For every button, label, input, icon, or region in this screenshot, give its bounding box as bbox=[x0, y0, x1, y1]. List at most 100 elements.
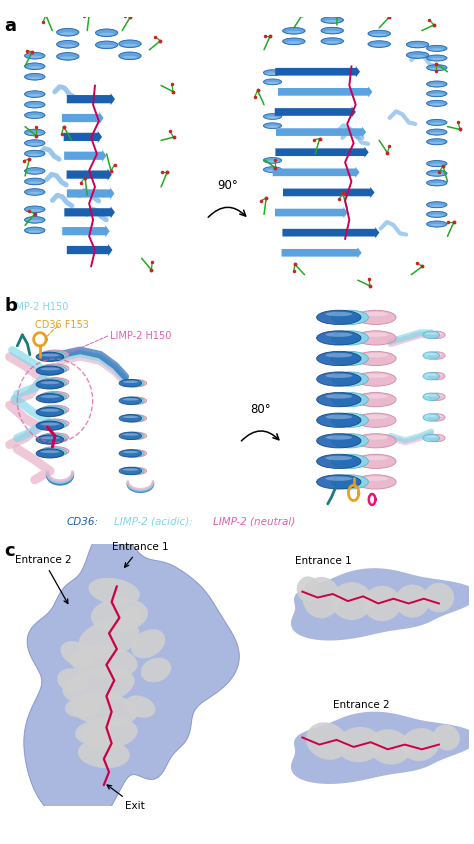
Ellipse shape bbox=[25, 189, 45, 195]
Ellipse shape bbox=[41, 350, 69, 360]
Ellipse shape bbox=[128, 451, 143, 453]
FancyArrow shape bbox=[276, 127, 366, 138]
Ellipse shape bbox=[125, 468, 141, 471]
Ellipse shape bbox=[39, 434, 66, 443]
Ellipse shape bbox=[264, 79, 282, 84]
Ellipse shape bbox=[423, 372, 439, 380]
Ellipse shape bbox=[43, 353, 62, 355]
Ellipse shape bbox=[28, 66, 42, 68]
Ellipse shape bbox=[337, 727, 382, 762]
Ellipse shape bbox=[321, 27, 344, 34]
Ellipse shape bbox=[320, 37, 344, 45]
Ellipse shape bbox=[39, 379, 66, 388]
Ellipse shape bbox=[91, 598, 148, 632]
Ellipse shape bbox=[426, 221, 447, 227]
Ellipse shape bbox=[119, 468, 142, 474]
Ellipse shape bbox=[326, 374, 352, 378]
Ellipse shape bbox=[119, 397, 142, 404]
Ellipse shape bbox=[119, 432, 142, 440]
Ellipse shape bbox=[263, 69, 282, 76]
Ellipse shape bbox=[430, 132, 444, 134]
Ellipse shape bbox=[339, 394, 361, 398]
Ellipse shape bbox=[331, 392, 368, 407]
Ellipse shape bbox=[356, 331, 396, 345]
Ellipse shape bbox=[339, 436, 361, 440]
Text: LIMP-2 H150: LIMP-2 H150 bbox=[110, 331, 172, 340]
Ellipse shape bbox=[426, 180, 447, 187]
Ellipse shape bbox=[326, 333, 352, 337]
Ellipse shape bbox=[121, 450, 144, 457]
FancyArrow shape bbox=[67, 93, 115, 106]
Ellipse shape bbox=[430, 58, 444, 60]
Ellipse shape bbox=[430, 103, 444, 106]
Ellipse shape bbox=[426, 55, 447, 62]
Ellipse shape bbox=[427, 90, 447, 97]
Ellipse shape bbox=[428, 414, 445, 421]
Ellipse shape bbox=[424, 582, 454, 613]
Ellipse shape bbox=[24, 90, 46, 98]
Ellipse shape bbox=[426, 64, 447, 71]
Ellipse shape bbox=[24, 206, 46, 213]
Ellipse shape bbox=[282, 27, 306, 35]
Ellipse shape bbox=[427, 221, 447, 227]
FancyArrow shape bbox=[282, 247, 362, 258]
Ellipse shape bbox=[43, 421, 62, 425]
Ellipse shape bbox=[28, 219, 42, 222]
Ellipse shape bbox=[46, 393, 64, 396]
FancyArrow shape bbox=[275, 147, 369, 158]
Ellipse shape bbox=[426, 333, 437, 335]
Ellipse shape bbox=[426, 436, 437, 438]
Text: 90°: 90° bbox=[217, 179, 238, 192]
Polygon shape bbox=[292, 569, 474, 640]
Ellipse shape bbox=[28, 105, 42, 107]
Ellipse shape bbox=[364, 374, 388, 378]
Ellipse shape bbox=[427, 202, 447, 208]
Ellipse shape bbox=[364, 312, 388, 316]
FancyArrow shape bbox=[64, 131, 102, 143]
Ellipse shape bbox=[428, 331, 445, 338]
Ellipse shape bbox=[339, 374, 361, 378]
Ellipse shape bbox=[119, 450, 142, 457]
Ellipse shape bbox=[283, 38, 305, 45]
Ellipse shape bbox=[325, 30, 340, 33]
Ellipse shape bbox=[43, 408, 62, 411]
Ellipse shape bbox=[28, 154, 42, 156]
Ellipse shape bbox=[39, 406, 66, 415]
Ellipse shape bbox=[367, 30, 391, 37]
Ellipse shape bbox=[431, 415, 443, 417]
Ellipse shape bbox=[40, 423, 60, 425]
Ellipse shape bbox=[306, 722, 348, 760]
Ellipse shape bbox=[125, 398, 141, 401]
Ellipse shape bbox=[46, 448, 64, 451]
Ellipse shape bbox=[395, 585, 429, 618]
Ellipse shape bbox=[81, 717, 137, 749]
Ellipse shape bbox=[95, 29, 118, 37]
Ellipse shape bbox=[25, 227, 45, 234]
Ellipse shape bbox=[263, 122, 282, 129]
Ellipse shape bbox=[339, 333, 361, 337]
Ellipse shape bbox=[372, 44, 387, 46]
Ellipse shape bbox=[426, 170, 447, 176]
Ellipse shape bbox=[331, 434, 368, 448]
Ellipse shape bbox=[302, 577, 340, 618]
Ellipse shape bbox=[430, 84, 444, 86]
Ellipse shape bbox=[410, 45, 425, 47]
Ellipse shape bbox=[41, 419, 69, 428]
FancyArrow shape bbox=[278, 86, 373, 97]
Ellipse shape bbox=[40, 381, 60, 384]
Ellipse shape bbox=[320, 27, 344, 35]
Ellipse shape bbox=[364, 436, 388, 440]
Ellipse shape bbox=[43, 436, 62, 438]
Ellipse shape bbox=[430, 214, 444, 217]
Ellipse shape bbox=[36, 435, 64, 444]
Ellipse shape bbox=[95, 41, 118, 49]
Ellipse shape bbox=[266, 82, 279, 84]
Ellipse shape bbox=[24, 62, 46, 70]
Ellipse shape bbox=[286, 41, 301, 44]
Ellipse shape bbox=[36, 449, 64, 458]
Ellipse shape bbox=[426, 394, 437, 397]
Ellipse shape bbox=[89, 578, 140, 605]
Ellipse shape bbox=[368, 41, 391, 47]
Ellipse shape bbox=[25, 112, 45, 118]
Ellipse shape bbox=[124, 450, 146, 457]
